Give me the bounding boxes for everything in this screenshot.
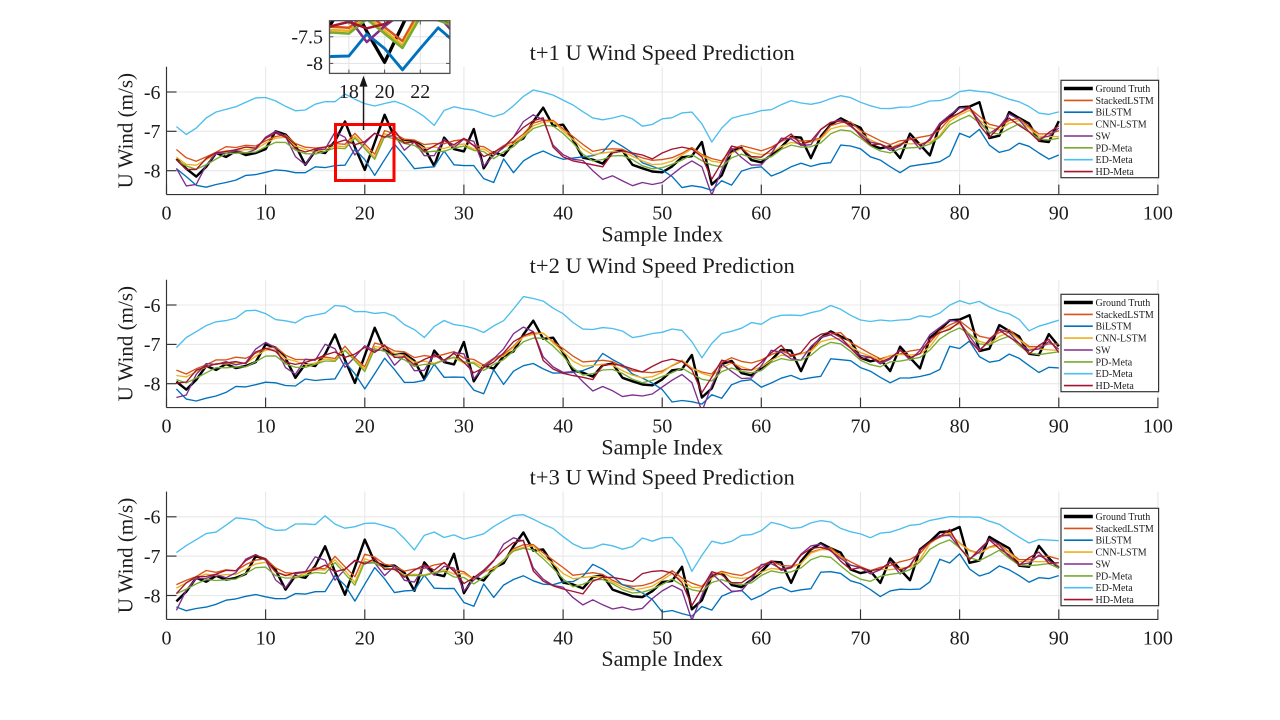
svg-text:t+2 U Wind Speed Prediction: t+2 U Wind Speed Prediction [530,253,795,278]
svg-text:0: 0 [162,203,172,225]
svg-text:t+1 U Wind Speed Prediction: t+1 U Wind Speed Prediction [530,40,795,65]
svg-text:PD-Meta: PD-Meta [1096,357,1133,368]
svg-text:-8: -8 [144,585,161,607]
svg-text:60: 60 [751,416,771,438]
svg-text:70: 70 [851,416,871,438]
svg-text:SW: SW [1096,132,1112,143]
svg-text:60: 60 [751,627,771,649]
svg-text:-8: -8 [306,53,323,75]
svg-text:100: 100 [1143,627,1173,649]
svg-text:CNN-LSTM: CNN-LSTM [1096,334,1147,345]
svg-text:HD-Meta: HD-Meta [1096,381,1135,392]
svg-text:-6: -6 [144,82,161,104]
svg-text:70: 70 [851,627,871,649]
svg-text:SW: SW [1096,346,1112,357]
svg-text:PD-Meta: PD-Meta [1096,143,1133,154]
svg-text:50: 50 [652,627,672,649]
svg-text:20: 20 [355,627,375,649]
svg-text:60: 60 [751,203,771,225]
svg-text:20: 20 [355,416,375,438]
svg-text:SW: SW [1096,560,1112,571]
svg-text:100: 100 [1143,203,1173,225]
svg-text:50: 50 [652,203,672,225]
svg-text:80: 80 [950,203,970,225]
svg-text:HD-Meta: HD-Meta [1096,167,1135,178]
svg-text:70: 70 [851,203,871,225]
svg-text:-7: -7 [144,334,161,356]
svg-text:CNN-LSTM: CNN-LSTM [1096,548,1147,559]
svg-text:30: 30 [454,627,474,649]
svg-text:30: 30 [454,416,474,438]
svg-text:BiLSTM: BiLSTM [1096,322,1132,333]
svg-text:0: 0 [162,627,172,649]
svg-text:PD-Meta: PD-Meta [1096,571,1133,582]
svg-text:-8: -8 [144,374,161,396]
svg-text:-7.5: -7.5 [291,27,323,49]
svg-text:Ground Truth: Ground Truth [1096,84,1151,95]
svg-text:20: 20 [375,81,395,103]
svg-text:10: 10 [256,203,276,225]
svg-text:-8: -8 [144,161,161,183]
svg-text:ED-Meta: ED-Meta [1096,583,1134,594]
svg-text:90: 90 [1049,203,1069,225]
svg-text:18: 18 [339,81,359,103]
svg-text:10: 10 [256,627,276,649]
svg-text:BiLSTM: BiLSTM [1096,536,1132,547]
svg-text:StackedLSTM: StackedLSTM [1096,310,1154,321]
svg-text:100: 100 [1143,416,1173,438]
svg-text:U Wind (m/s): U Wind (m/s) [113,73,137,188]
svg-text:80: 80 [950,416,970,438]
svg-text:10: 10 [256,416,276,438]
svg-text:t+3 U Wind Speed Prediction: t+3 U Wind Speed Prediction [530,465,795,490]
svg-text:50: 50 [652,416,672,438]
svg-text:Sample Index: Sample Index [601,646,723,671]
svg-text:StackedLSTM: StackedLSTM [1096,96,1154,107]
svg-text:40: 40 [553,203,573,225]
svg-text:Ground Truth: Ground Truth [1096,298,1151,309]
svg-text:90: 90 [1049,416,1069,438]
svg-text:22: 22 [410,81,430,103]
svg-text:Ground Truth: Ground Truth [1096,512,1151,523]
svg-text:-7: -7 [144,546,161,568]
svg-text:40: 40 [553,416,573,438]
svg-text:ED-Meta: ED-Meta [1096,155,1134,166]
svg-text:StackedLSTM: StackedLSTM [1096,524,1154,535]
svg-text:40: 40 [553,627,573,649]
svg-text:30: 30 [454,203,474,225]
svg-text:90: 90 [1049,627,1069,649]
svg-text:Sample Index: Sample Index [601,221,723,246]
svg-text:-6: -6 [144,295,161,317]
svg-text:ED-Meta: ED-Meta [1096,369,1134,380]
svg-text:0: 0 [162,416,172,438]
svg-text:U Wind (m/s): U Wind (m/s) [113,286,137,401]
svg-text:-7: -7 [144,121,161,143]
svg-text:BiLSTM: BiLSTM [1096,108,1132,119]
svg-text:CNN-LSTM: CNN-LSTM [1096,120,1147,131]
svg-text:-6: -6 [144,507,161,529]
svg-text:Sample Index: Sample Index [601,434,723,459]
svg-text:U Wind (m/s): U Wind (m/s) [113,498,137,613]
svg-text:20: 20 [355,203,375,225]
svg-text:80: 80 [950,627,970,649]
svg-text:HD-Meta: HD-Meta [1096,595,1135,606]
